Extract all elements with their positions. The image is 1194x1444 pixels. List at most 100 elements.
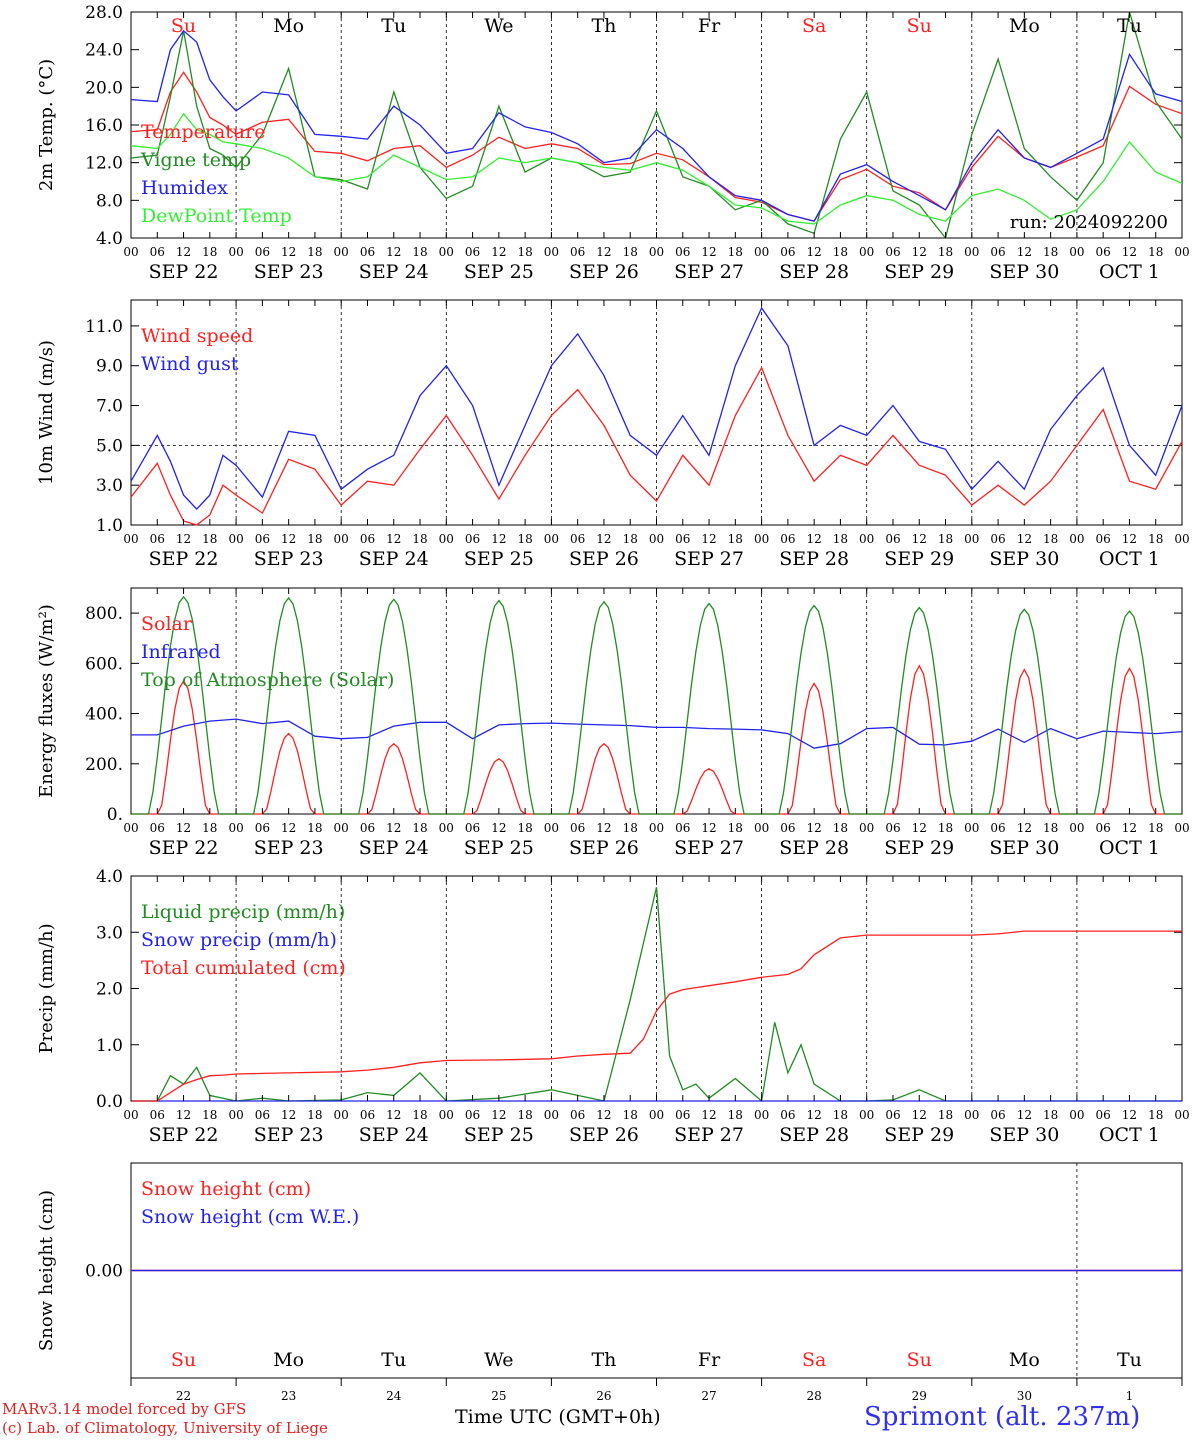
- temp-hour-label: 12: [1122, 245, 1137, 259]
- precip-date-label: SEP 25: [464, 1124, 534, 1146]
- flux-hour-label: 06: [780, 821, 795, 835]
- precip-date-label: SEP 22: [149, 1124, 219, 1146]
- wind-hour-label: 12: [386, 532, 401, 546]
- flux-hour-label: 18: [1148, 821, 1163, 835]
- temp-hour-label: 00: [964, 245, 979, 259]
- flux-hour-label: 00: [649, 821, 664, 835]
- snow-legend-entry: Snow height (cm): [141, 1178, 311, 1200]
- flux-hour-label: 00: [859, 821, 874, 835]
- flux-hour-label: 06: [1096, 821, 1111, 835]
- wind-hour-label: 18: [1043, 532, 1058, 546]
- precip-hour-label: 12: [807, 1108, 822, 1122]
- temp-hour-label: 00: [228, 245, 243, 259]
- flux-date-label: SEP 29: [884, 837, 954, 859]
- temp-hour-label: 00: [1069, 245, 1084, 259]
- wind-date-label: SEP 26: [569, 548, 639, 570]
- flux-hour-label: 18: [517, 821, 532, 835]
- snow-ylabel: Snow height (cm): [36, 1190, 57, 1351]
- wind-hour-label: 00: [228, 532, 243, 546]
- temp-ytick-label: 20.0: [85, 78, 123, 98]
- flux-hour-label: 00: [439, 821, 454, 835]
- precip-hour-label: 12: [1122, 1108, 1137, 1122]
- flux-hour-label: 12: [1122, 821, 1137, 835]
- precip-legend-entry: Snow precip (mm/h): [141, 929, 337, 951]
- wind-hour-label: 12: [912, 532, 927, 546]
- temp-hour-label: 12: [912, 245, 927, 259]
- flux-hour-label: 12: [807, 821, 822, 835]
- precip-hour-label: 00: [754, 1108, 769, 1122]
- temp-hour-label: 18: [412, 245, 427, 259]
- flux-hour-label: 00: [754, 821, 769, 835]
- temp-legend-entry: Humidex: [141, 177, 228, 199]
- temp-hour-label: 06: [675, 245, 690, 259]
- precip-hour-label: 00: [964, 1108, 979, 1122]
- precip-hour-label: 12: [491, 1108, 506, 1122]
- flux-hour-label: 12: [596, 821, 611, 835]
- wind-legend-entry: Wind gust: [141, 353, 239, 375]
- wind-hour-label: 00: [1174, 532, 1189, 546]
- temp-dow-label: Th: [591, 15, 616, 37]
- wind-hour-label: 18: [833, 532, 848, 546]
- wind-ytick-label: 7.0: [96, 397, 123, 417]
- snow-dow-label: Sa: [802, 1349, 826, 1371]
- temp-hour-label: 18: [728, 245, 743, 259]
- temp-ylabel: 2m Temp. (°C): [36, 59, 57, 191]
- precip-hour-label: 06: [360, 1108, 375, 1122]
- temp-hour-label: 00: [439, 245, 454, 259]
- temp-hour-label: 18: [517, 245, 532, 259]
- flux-hour-label: 12: [386, 821, 401, 835]
- wind-date-label: SEP 28: [779, 548, 849, 570]
- temp-series-line: [130, 11, 1183, 240]
- precip-hour-label: 18: [938, 1108, 953, 1122]
- temp-hour-label: 18: [307, 245, 322, 259]
- precip-hour-label: 00: [1069, 1108, 1084, 1122]
- flux-hour-label: 00: [1069, 821, 1084, 835]
- snow-day-number: 30: [1017, 1389, 1032, 1403]
- flux-ytick-label: 400.: [85, 705, 123, 725]
- wind-hour-label: 00: [649, 532, 664, 546]
- flux-hour-label: 06: [255, 821, 270, 835]
- temp-series-line: [130, 71, 1183, 222]
- temp-dow-label: Fr: [698, 15, 721, 37]
- precip-date-label: SEP 27: [674, 1124, 744, 1146]
- flux-ylabel: Energy fluxes (W/m²): [36, 604, 57, 798]
- temp-hour-label: 06: [1096, 245, 1111, 259]
- wind-series-line: [130, 306, 1183, 511]
- precip-date-label: SEP 23: [254, 1124, 324, 1146]
- precip-hour-label: 00: [649, 1108, 664, 1122]
- flux-hour-label: 12: [176, 821, 191, 835]
- temp-dow-label: Su: [171, 15, 196, 37]
- temp-date-label: SEP 23: [254, 261, 324, 283]
- precip-hour-label: 18: [412, 1108, 427, 1122]
- wind-date-label: SEP 27: [674, 548, 744, 570]
- wind-hour-label: 12: [701, 532, 716, 546]
- flux-hour-label: 18: [728, 821, 743, 835]
- temp-hour-label: 06: [360, 245, 375, 259]
- precip-series-line: [131, 887, 1182, 1103]
- location-label: Sprimont (alt. 237m): [864, 1402, 1141, 1432]
- wind-hour-label: 12: [1122, 532, 1137, 546]
- precip-date-label: SEP 26: [569, 1124, 639, 1146]
- flux-date-label: SEP 26: [569, 837, 639, 859]
- temp-hour-label: 12: [807, 245, 822, 259]
- precip-ytick-label: 1.0: [96, 1036, 123, 1056]
- flux-hour-label: 06: [150, 821, 165, 835]
- snow-dow-label: Th: [591, 1349, 616, 1371]
- temp-date-label: SEP 29: [884, 261, 954, 283]
- wind-ytick-label: 1.0: [96, 516, 123, 536]
- flux-date-label: OCT 1: [1099, 837, 1160, 859]
- flux-hour-label: 12: [281, 821, 296, 835]
- wind-hour-label: 00: [859, 532, 874, 546]
- flux-legend-entry: Solar: [141, 613, 193, 635]
- flux-hour-label: 06: [990, 821, 1005, 835]
- snow-dow-label: Mo: [1009, 1349, 1040, 1371]
- precip-hour-label: 00: [544, 1108, 559, 1122]
- flux-hour-label: 12: [912, 821, 927, 835]
- flux-legend-entry: Infrared: [141, 641, 221, 663]
- temp-ytick-label: 12.0: [85, 154, 123, 174]
- flux-series-line: [131, 718, 1183, 749]
- temp-dow-label: Mo: [273, 15, 304, 37]
- wind-hour-label: 18: [1148, 532, 1163, 546]
- temp-hour-label: 12: [1017, 245, 1032, 259]
